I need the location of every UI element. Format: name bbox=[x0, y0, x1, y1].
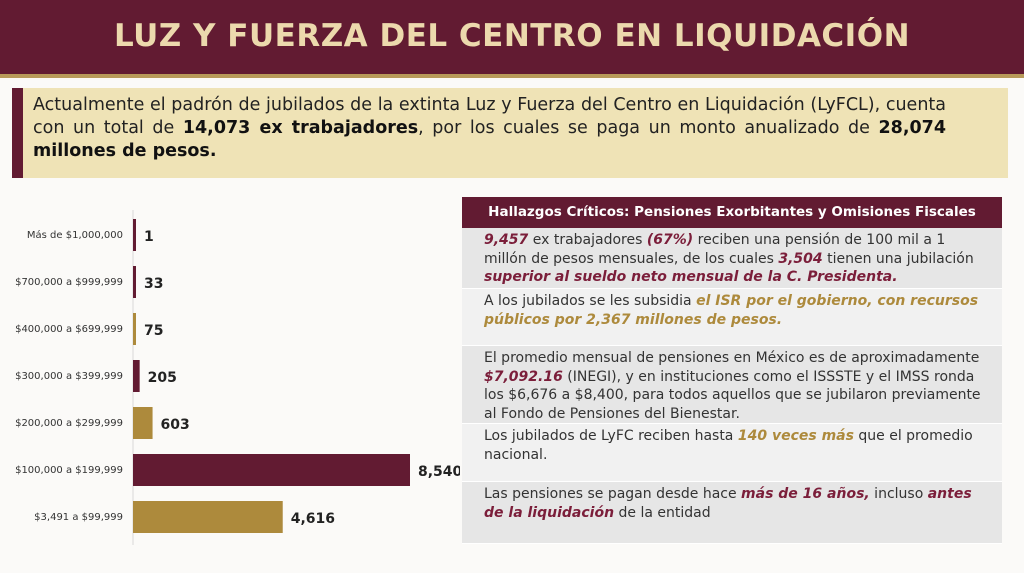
value-label: 205 bbox=[148, 370, 177, 386]
text-segment: antes de la liquidación bbox=[484, 486, 972, 521]
category-label: Más de $1,000,000 bbox=[27, 229, 123, 241]
text-segment: superior al sueldo neto mensual de la C.… bbox=[484, 269, 898, 285]
value-label: 603 bbox=[161, 417, 190, 433]
finding-item: El promedio mensual de pensiones en Méxi… bbox=[462, 346, 1002, 424]
value-label: 33 bbox=[144, 276, 163, 292]
text-segment: (INEGI), y en instituciones como el ISSS… bbox=[484, 368, 981, 422]
text-segment: A los jubilados se les subsidia bbox=[484, 293, 697, 309]
value-label: 1 bbox=[144, 229, 154, 245]
text-segment: Las pensiones se pagan desde hace bbox=[484, 486, 742, 502]
bar bbox=[133, 407, 153, 439]
text-segment: que el promedio nacional. bbox=[484, 428, 973, 463]
text-segment: $7,092.16 bbox=[484, 368, 563, 385]
text-segment: más de 16 años, bbox=[741, 486, 870, 502]
finding-item: 9,457 ex trabajadores (67%) reciben una … bbox=[462, 228, 1002, 289]
text-segment: el ISR por el gobierno, con recursos púb… bbox=[484, 293, 979, 328]
findings-panel: Hallazgos Críticos: Pensiones Exorbitant… bbox=[462, 197, 1002, 544]
text-segment: 3,504 bbox=[778, 250, 823, 267]
value-label: 8,540 bbox=[418, 464, 460, 480]
finding-item: A los jubilados se les subsidia el ISR p… bbox=[462, 289, 1002, 346]
bar bbox=[133, 454, 410, 486]
slide-title: LUZ Y FUERZA DEL CENTRO EN LIQUIDACIÓN bbox=[113, 18, 911, 54]
bar bbox=[133, 313, 136, 345]
bar bbox=[133, 501, 283, 533]
text-segment: de la entidad bbox=[614, 504, 711, 521]
text-segment: 9,457 bbox=[484, 232, 529, 248]
text-segment: incluso bbox=[869, 486, 928, 502]
category-label: $3,491 a $99,999 bbox=[34, 512, 123, 523]
panel-title: Hallazgos Críticos: Pensiones Exorbitant… bbox=[462, 197, 1002, 228]
text-segment: tienen una jubilación bbox=[822, 250, 974, 267]
bar bbox=[133, 266, 136, 298]
text-segment: (67%) bbox=[646, 232, 694, 248]
header-band bbox=[0, 0, 1024, 78]
text-segment: , por los cuales se paga un monto anuali… bbox=[418, 118, 879, 138]
value-label: 4,616 bbox=[291, 511, 335, 527]
text-segment: 14,073 ex trabajadores bbox=[182, 118, 419, 138]
bar bbox=[133, 360, 140, 392]
category-label: $700,000 a $999,999 bbox=[15, 277, 123, 288]
category-label: $100,000 a $199,999 bbox=[15, 465, 123, 476]
text-segment: 28,074 millones de pesos. bbox=[33, 118, 946, 161]
text-segment: ex trabajadores bbox=[528, 232, 647, 248]
bar bbox=[133, 219, 136, 251]
text-segment: Actualmente el padrón de jubilados de la… bbox=[33, 95, 946, 138]
text-segment: Los jubilados de LyFC reciben hasta bbox=[484, 428, 738, 444]
intro-box: Actualmente el padrón de jubilados de la… bbox=[12, 88, 1008, 178]
finding-item: Las pensiones se pagan desde hace más de… bbox=[462, 482, 1002, 544]
category-label: $200,000 a $299,999 bbox=[15, 418, 123, 429]
text-segment: reciben una pensión de 100 mil a 1 milló… bbox=[484, 232, 946, 267]
value-label: 75 bbox=[144, 323, 163, 339]
finding-item: Los jubilados de LyFC reciben hasta 140 … bbox=[462, 424, 1002, 482]
category-label: $400,000 a $699,999 bbox=[15, 324, 123, 335]
category-label: $300,000 a $399,999 bbox=[15, 371, 123, 382]
findings-list: 9,457 ex trabajadores (67%) reciben una … bbox=[462, 228, 1002, 544]
text-segment: 140 veces más bbox=[737, 428, 854, 444]
text-segment: El promedio mensual de pensiones en Méxi… bbox=[484, 350, 980, 366]
bar-chart: Más de $1,000,000 1 $700,000 a $999,999 33 $… bbox=[15, 210, 460, 545]
